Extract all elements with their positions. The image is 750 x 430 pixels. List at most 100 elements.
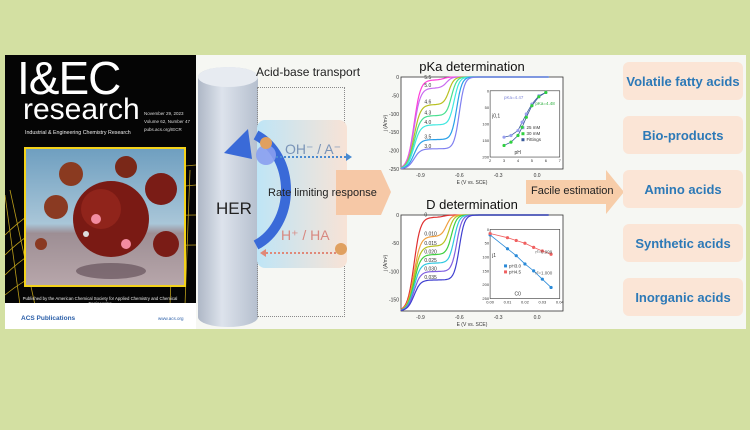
cover-website: www.acs.org — [158, 316, 184, 321]
data-point — [532, 245, 536, 249]
y-tick-label: 0 — [396, 75, 399, 81]
chart-title: D determination — [426, 197, 518, 212]
species-bottom: H⁺ / HA — [281, 227, 330, 243]
data-point — [524, 115, 528, 119]
inset-x-tick: 6 — [545, 158, 548, 163]
data-point — [516, 128, 520, 133]
data-point — [502, 143, 506, 148]
data-point — [488, 231, 492, 236]
application-box: Volatile fatty acids — [623, 62, 743, 100]
cover-meta: November 29, 2023 Volume 62, Number 47 p… — [144, 110, 190, 134]
inset-y-label: j1 — [491, 253, 496, 259]
data-point — [514, 238, 518, 243]
series-label: 0 — [424, 212, 427, 218]
data-point — [532, 269, 536, 273]
x-tick-label: -0.3 — [494, 315, 503, 321]
cover-journal-name: Industrial & Engineering Chemistry Resea… — [25, 130, 131, 136]
data-point — [523, 262, 527, 266]
estimation-label: Facile estimation — [531, 185, 614, 197]
y-tick-label: -150 — [389, 298, 399, 304]
graphical-abstract: Acid-base transport HER OH⁻ / A⁻ H⁺ / HA… — [196, 55, 746, 329]
data-point — [509, 140, 513, 144]
data-point — [520, 125, 524, 129]
ion-icon — [260, 137, 272, 149]
inset-x-tick: 2 — [489, 158, 492, 163]
mechanism-graphic — [224, 129, 391, 257]
annotation: pKa=4.48 — [535, 101, 555, 106]
y-tick-label: -50 — [392, 241, 399, 247]
inset-x-tick: 5 — [531, 158, 534, 163]
series-label: 3.0 — [424, 144, 431, 150]
inset-plot — [489, 90, 561, 158]
y-tick-label: -50 — [392, 93, 399, 99]
application-box: Synthetic acids — [623, 224, 743, 262]
data-point — [537, 95, 541, 99]
bubble-icon — [256, 145, 276, 165]
rate-limiting-label: Rate limiting response — [268, 187, 377, 199]
series-label: 0.035 — [424, 275, 437, 281]
inset-x-tick: 0.01 — [504, 300, 513, 305]
series-label: 0.025 — [424, 258, 437, 264]
cover-footer: ACS Publications www.acs.org — [5, 303, 196, 329]
legend-label: Fittings — [526, 137, 541, 142]
series-label: 0.020 — [424, 250, 437, 256]
nanoparticle-illustration — [35, 156, 179, 279]
data-point — [509, 133, 513, 138]
legend-label: 30 mM — [526, 131, 540, 136]
data-point — [523, 241, 527, 245]
legend-marker — [521, 132, 525, 136]
inset-y-tick: 200 — [482, 282, 489, 287]
series-label: 5.5 — [424, 75, 431, 81]
data-point — [530, 104, 534, 108]
annotation: r²=0.999 — [535, 250, 552, 255]
legend-label: 25 mM — [526, 125, 540, 130]
fit-line — [503, 92, 547, 146]
x-tick-label: -0.9 — [416, 315, 425, 321]
application-box: Bio-products — [623, 116, 743, 154]
annotation: pKa=4.47 — [504, 95, 524, 100]
cover-title: I&EC — [17, 55, 121, 104]
journal-cover: I&EC research Industrial & Engineering C… — [5, 55, 196, 329]
inset-y-tick: 0 — [487, 227, 490, 232]
inset-x-label: C0 — [514, 292, 521, 298]
series-label: 0.010 — [424, 231, 437, 237]
data-point — [540, 277, 544, 281]
x-tick-label: -0.3 — [494, 173, 503, 179]
legend-label: pH4.5 — [509, 269, 522, 274]
estimation-arrow-icon — [526, 170, 624, 214]
legend-marker — [504, 264, 508, 268]
y-tick-label: -150 — [389, 130, 399, 136]
pka-chart: pKa determination -0.9 -0.6 -0.3 0.0 0 -50 -100… — [383, 59, 564, 186]
data-point — [505, 236, 510, 240]
x-tick-label: -0.6 — [455, 173, 464, 179]
inset-y-tick: 150 — [482, 138, 489, 143]
data-point — [544, 90, 548, 95]
application-box: Amino acids — [623, 170, 743, 208]
ion-icon — [335, 243, 347, 255]
acid-base-transport-title: Acid-base transport — [256, 65, 361, 79]
x-tick-label: -0.9 — [416, 173, 425, 179]
inset-x-tick: 0.04 — [556, 300, 565, 305]
cover-date: November 29, 2023 — [144, 111, 184, 116]
series-label: 3.5 — [424, 135, 431, 141]
series-line — [400, 214, 549, 311]
data-point — [520, 120, 524, 124]
legend-marker — [521, 138, 525, 142]
y-axis-label: j (A/m²) — [383, 114, 389, 132]
data-point — [505, 247, 510, 251]
series-label: 0.015 — [424, 241, 437, 247]
data-point — [514, 254, 518, 258]
arrow-banner-icon — [336, 170, 391, 215]
cover-url: pubs.acs.org/IECR — [144, 127, 182, 132]
cover-volume: Volume 62, Number 47 — [144, 119, 191, 124]
inset-y-tick: 150 — [482, 268, 489, 273]
inset-y-label: j0,1 — [491, 113, 500, 119]
electrode-cylinder — [198, 67, 258, 327]
y-tick-label: -100 — [389, 112, 399, 118]
inset-x-tick: 0.00 — [486, 300, 495, 305]
series-label: 5.0 — [424, 83, 431, 89]
x-axis-label: E (V vs. SCE) — [457, 322, 488, 328]
cover-subtitle: research — [23, 93, 140, 126]
acs-publications-logo: ACS Publications — [21, 315, 76, 322]
data-point — [549, 285, 553, 290]
